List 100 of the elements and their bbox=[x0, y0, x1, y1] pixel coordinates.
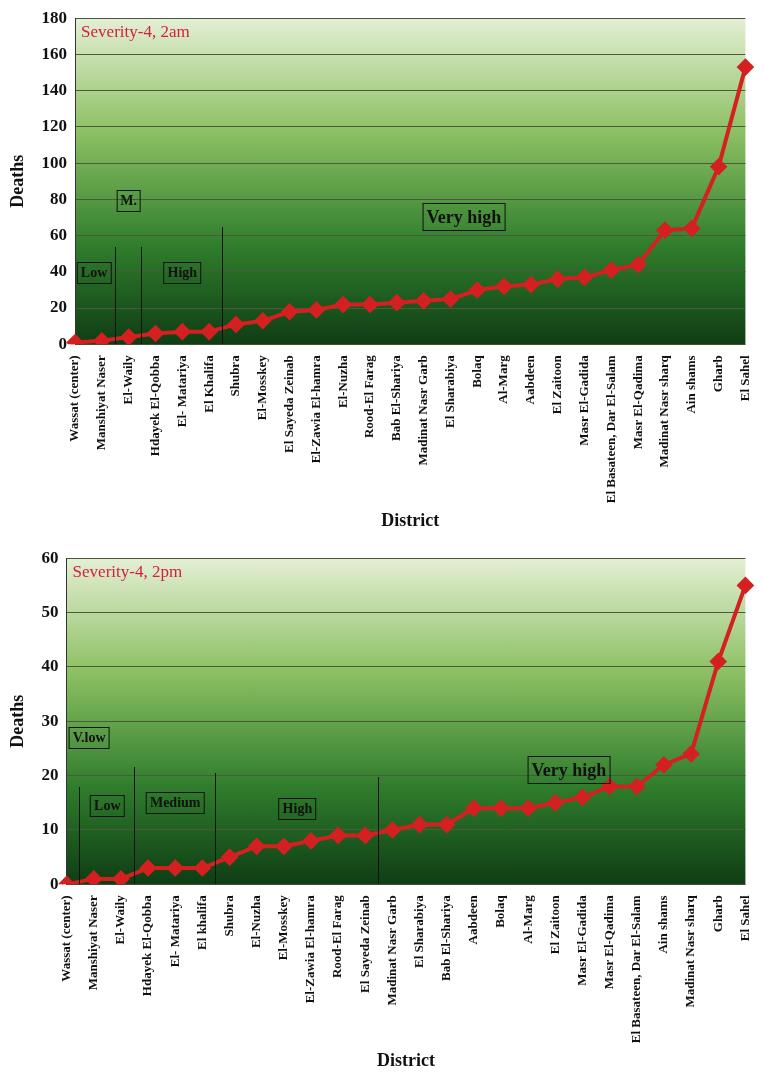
point bbox=[140, 860, 157, 877]
y-tick-label: 30 bbox=[41, 710, 59, 730]
point bbox=[147, 325, 164, 342]
chart-title: Severity-4, 2pm bbox=[72, 562, 183, 582]
x-tick-label: Bab El-Shariya bbox=[388, 354, 404, 441]
point bbox=[547, 794, 564, 811]
x-tick-label: Masr El-Gadida bbox=[575, 354, 591, 446]
point bbox=[442, 291, 459, 308]
x-tick-label: Madinat Nasr Garb bbox=[383, 895, 399, 1006]
x-tick-label: El Sharabiya bbox=[410, 894, 426, 968]
x-tick-label: El- Matariya bbox=[166, 894, 182, 968]
y-tick-label: 20 bbox=[50, 297, 68, 317]
point bbox=[655, 756, 672, 773]
point bbox=[520, 800, 537, 817]
x-tick-label: El-Waily bbox=[120, 354, 136, 405]
point bbox=[388, 294, 405, 311]
point bbox=[85, 870, 102, 885]
x-tick-label: Shubra bbox=[220, 894, 236, 937]
x-tick-label: El Sahel bbox=[736, 894, 752, 942]
point bbox=[330, 827, 347, 844]
x-tick-label: Masr El-Qadima bbox=[601, 894, 616, 990]
x-tick-label: Wassat (center) bbox=[57, 895, 73, 982]
x-tick-label: El Basateen, Dar El-Salam bbox=[602, 355, 618, 504]
point bbox=[174, 323, 191, 340]
y-axis-title: Deaths bbox=[7, 154, 28, 208]
annotation: Medium bbox=[145, 791, 205, 814]
x-tick-label: Rood-El Farag bbox=[329, 894, 345, 979]
x-tick-label: El Sharabiya bbox=[441, 354, 457, 428]
point bbox=[357, 827, 374, 844]
x-tick-label: Madinat Nasr sharq bbox=[682, 894, 698, 1008]
point bbox=[308, 301, 325, 318]
x-tick-label: Bolaq bbox=[492, 894, 508, 928]
x-tick-label: El-Zawia El-hamra bbox=[302, 894, 318, 1004]
annotation: High bbox=[163, 261, 202, 284]
x-tick-label: El-Nuzha bbox=[334, 354, 350, 409]
x-tick-label: Shubra bbox=[227, 354, 243, 397]
point bbox=[496, 278, 513, 295]
point bbox=[254, 312, 271, 329]
x-axis-title: District bbox=[381, 509, 440, 530]
y-tick-label: 40 bbox=[50, 261, 68, 281]
point bbox=[630, 256, 647, 273]
x-tick-label: El Sahel bbox=[736, 354, 752, 402]
point bbox=[737, 59, 754, 76]
point bbox=[438, 816, 455, 833]
annotation: High bbox=[278, 798, 317, 821]
x-tick-label: Al-Marg bbox=[495, 354, 511, 404]
y-tick-label: 60 bbox=[50, 225, 68, 245]
point bbox=[603, 262, 620, 279]
y-tick-label: 180 bbox=[41, 7, 68, 27]
x-tick-label: El Zaitoon bbox=[546, 894, 562, 955]
y-tick-label: 120 bbox=[41, 116, 68, 136]
point bbox=[281, 303, 298, 320]
point bbox=[227, 316, 244, 333]
x-tick-label: Ain shams bbox=[655, 895, 671, 954]
point bbox=[574, 789, 591, 806]
point bbox=[384, 821, 401, 838]
point bbox=[493, 800, 510, 817]
x-tick-label: El-Mosskey bbox=[254, 354, 270, 421]
x-tick-label: Ain shams bbox=[683, 355, 699, 414]
x-tick-label: Aabdeen bbox=[465, 894, 481, 945]
point bbox=[710, 158, 727, 175]
y-tick-label: 20 bbox=[41, 765, 59, 785]
x-tick-label: El Sayeda Zeinab bbox=[356, 895, 372, 993]
y-tick-label: 60 bbox=[41, 547, 59, 567]
point bbox=[112, 870, 129, 885]
point bbox=[683, 745, 700, 762]
x-tick-label: Al-Marg bbox=[519, 894, 535, 944]
point bbox=[710, 653, 727, 670]
x-tick-label: Masr El-Qadima bbox=[629, 354, 645, 450]
x-tick-label: El- Matariya bbox=[173, 354, 189, 428]
point bbox=[362, 296, 379, 313]
point bbox=[465, 800, 482, 817]
point bbox=[335, 296, 352, 313]
y-tick-label: 10 bbox=[41, 819, 59, 839]
point bbox=[549, 271, 566, 288]
x-tick-label: Gharb bbox=[709, 895, 725, 933]
point bbox=[302, 832, 319, 849]
point bbox=[415, 292, 432, 309]
annotation: M. bbox=[116, 189, 142, 212]
point bbox=[601, 778, 618, 795]
point bbox=[628, 778, 645, 795]
x-tick-label: Hdayek El-Qobba bbox=[146, 354, 162, 457]
x-tick-label: El Khalifa bbox=[200, 354, 216, 413]
annotation: Very high bbox=[422, 203, 506, 232]
x-tick-label: El-Nuzha bbox=[248, 894, 264, 949]
point bbox=[411, 816, 428, 833]
y-tick-label: 0 bbox=[58, 333, 68, 353]
x-tick-label: Bab El-Shariya bbox=[438, 894, 454, 981]
x-tick-label: Manshiyat Naser bbox=[93, 355, 109, 451]
y-tick-label: 140 bbox=[41, 80, 68, 100]
x-tick-label: Bolaq bbox=[468, 354, 484, 388]
x-tick-label: El Basateen, Dar El-Salam bbox=[628, 895, 644, 1044]
x-tick-label: Aabdeen bbox=[522, 354, 538, 405]
y-tick-label: 50 bbox=[41, 601, 59, 621]
annotation: V.low bbox=[68, 726, 110, 749]
chart-title: Severity-4, 2am bbox=[81, 22, 190, 42]
annotation: Very high bbox=[527, 756, 611, 785]
point bbox=[656, 222, 673, 239]
point bbox=[221, 849, 238, 866]
x-tick-label: El khalifa bbox=[193, 894, 209, 950]
